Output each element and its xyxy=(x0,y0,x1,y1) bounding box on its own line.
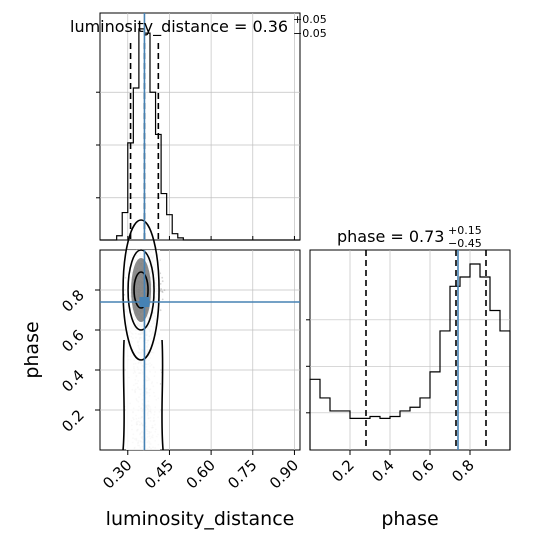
y-tick-label-phase: 0.4 xyxy=(58,366,88,396)
x-tick-label-phase: 0.8 xyxy=(448,456,478,486)
xlabel-luminosity-distance: luminosity_distance xyxy=(106,508,295,530)
title-phase-minus: −0.45 xyxy=(448,237,482,250)
sample-point xyxy=(163,289,166,292)
title-luminosity-distance-plus: +0.05 xyxy=(293,13,327,26)
x-tick-label-luminosity-distance: 0.45 xyxy=(141,456,177,492)
density-contour-2 xyxy=(122,219,160,361)
x-tick-label-luminosity-distance: 0.60 xyxy=(183,456,219,492)
panel-hist-phase xyxy=(309,249,511,451)
xlabel-phase: phase xyxy=(381,508,438,530)
sample-point xyxy=(161,280,164,283)
histograms xyxy=(100,28,511,450)
title-luminosity-distance: luminosity_distance = 0.36 xyxy=(70,17,288,37)
ylabel-phase: phase xyxy=(21,321,43,378)
panel-scatter-phase-vs-luminosity-distance xyxy=(99,249,301,451)
x-tick-label-phase: 0.6 xyxy=(408,456,438,486)
x-tick-label-luminosity-distance: 0.90 xyxy=(266,456,302,492)
density-contours xyxy=(122,219,164,451)
sample-point xyxy=(161,298,164,301)
y-tick-label-phase: 0.6 xyxy=(58,326,88,356)
x-tick-label-phase: 0.2 xyxy=(328,456,358,486)
quantile-lines xyxy=(129,43,487,450)
sample-point xyxy=(161,290,163,293)
density-contour-0 xyxy=(133,271,149,309)
y-tick-label-phase: 0.8 xyxy=(58,286,88,316)
sample-point xyxy=(161,291,164,293)
sample-point xyxy=(161,276,164,279)
x-tick-label-luminosity-distance: 0.30 xyxy=(99,456,135,492)
sample-point xyxy=(159,309,162,312)
histogram-luminosity-distance xyxy=(100,28,300,241)
title-phase: phase = 0.73 xyxy=(337,227,444,246)
y-tick-label-phase: 0.2 xyxy=(58,406,88,436)
density-contour-tail-1 xyxy=(161,339,164,451)
axis-ticks: 0.30 0.45 0.60 0.75 0.90 0.2 0.2 0.4 0.4 0.6 0.6 0.… xyxy=(58,91,478,492)
truth-marker xyxy=(139,297,150,307)
title-luminosity-distance-minus: −0.05 xyxy=(293,27,327,40)
density-contour-1 xyxy=(127,249,155,331)
sample-point xyxy=(159,283,162,285)
title-phase-plus: +0.15 xyxy=(448,224,482,237)
truth-lines xyxy=(100,13,459,450)
histogram-phase xyxy=(309,263,511,450)
sample-point xyxy=(160,288,163,290)
x-tick-label-luminosity-distance: 0.75 xyxy=(224,456,260,492)
x-tick-label-phase: 0.4 xyxy=(368,456,398,486)
density-contour-tail-0 xyxy=(122,339,126,451)
